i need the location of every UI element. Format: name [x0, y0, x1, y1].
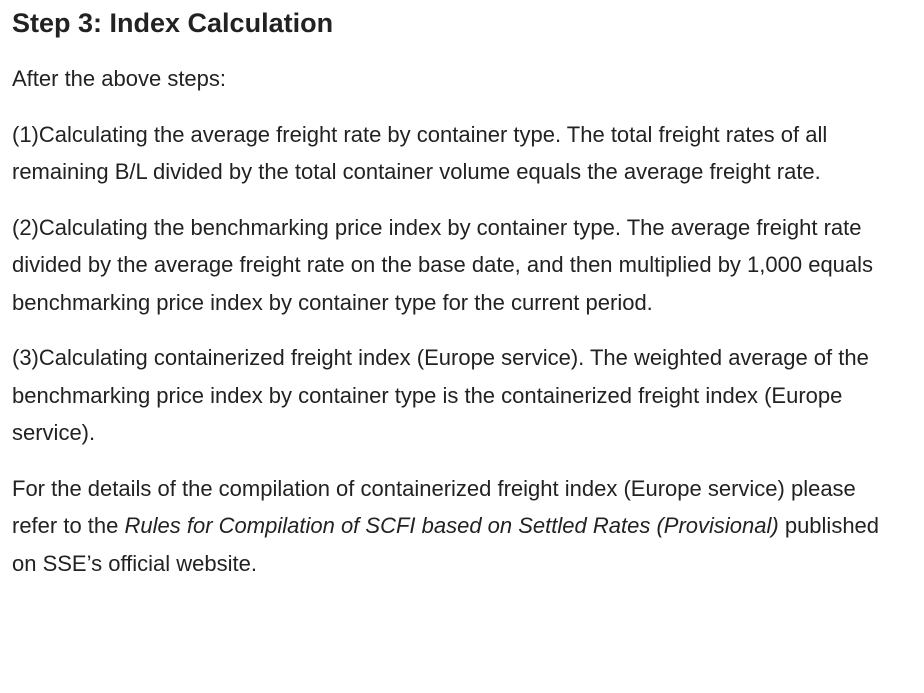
step-paragraph-3: (3)Calculating containerized freight ind…: [12, 345, 869, 445]
details-text-after: published on SSE’s official website.: [12, 513, 880, 576]
step-paragraph-2: (2)Calculating the benchmarking price in…: [12, 214, 874, 315]
intro-paragraph: After the above steps:: [12, 66, 227, 91]
section-heading: Step 3: Index Calculation: [12, 8, 334, 38]
rules-document-title: Rules for Compilation of SCFI based on S…: [124, 513, 779, 538]
details-text-before: For the details of the compilation of co…: [12, 475, 856, 539]
details-paragraph: For the details of the compilation of co…: [12, 470, 897, 583]
document-section: Step 3: Index Calculation After the abov…: [12, 0, 897, 582]
step-paragraph-1: (1)Calculating the average freight rate …: [12, 121, 828, 185]
